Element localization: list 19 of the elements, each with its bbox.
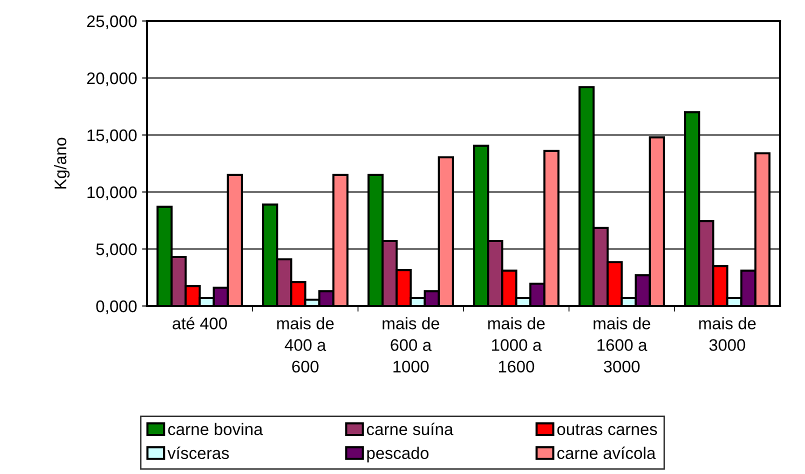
y-tick-label: 20,000 (87, 72, 137, 86)
legend-label: carne avícola (557, 446, 656, 460)
legend-label: pescado (367, 446, 428, 462)
legend-label: carne bovina (168, 422, 263, 436)
y-tick-label: 15,000 (88, 129, 137, 144)
y-axis-title: Kg/ano (54, 138, 70, 189)
y-tick-label: 25,000 (87, 15, 137, 30)
x-tick-label: mais de 600 a 1000 (382, 317, 440, 373)
y-tick-label: 0,000 (96, 300, 137, 314)
x-tick-label: até 400 (172, 316, 227, 330)
x-tick-label: mais de 400 a 600 (277, 317, 334, 373)
x-tick-label: mais de 1000 a 1600 (488, 317, 545, 373)
legend-label: vísceras (167, 446, 229, 460)
legend-label: carne suína (366, 422, 454, 436)
y-tick-label: 5,000 (96, 243, 137, 258)
x-tick-label: mais de 3000 (699, 317, 756, 351)
legend-label: outras carnes (557, 424, 657, 436)
y-tick-label: 10,000 (88, 186, 137, 200)
x-tick-label: mais de 1600 a 3000 (594, 317, 650, 373)
